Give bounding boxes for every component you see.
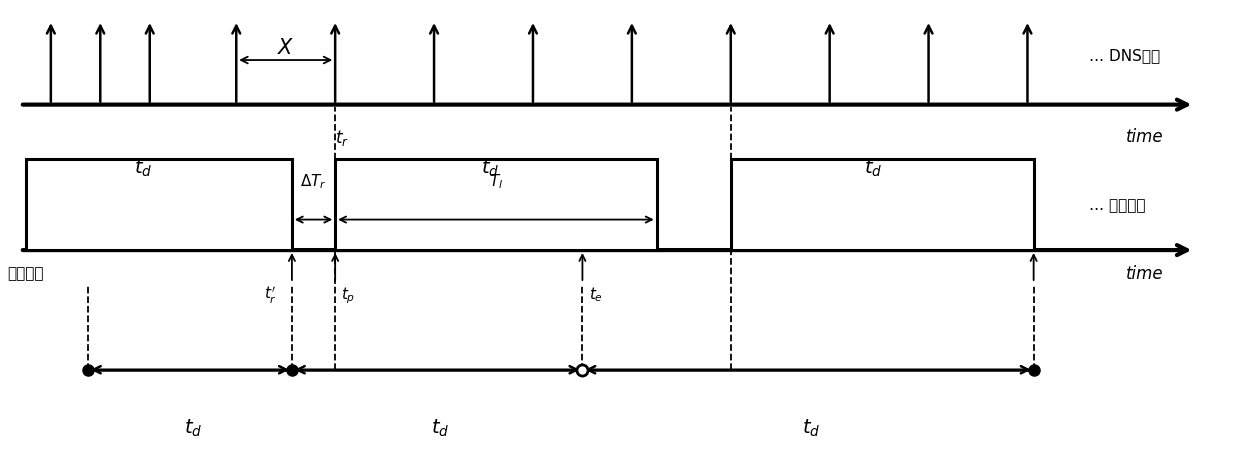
Text: $t_d$: $t_d$ <box>431 418 450 439</box>
Text: $t_r'$: $t_r'$ <box>264 285 278 306</box>
Text: $t_d$: $t_d$ <box>864 157 882 178</box>
Text: 缓存探测: 缓存探测 <box>7 266 45 281</box>
Bar <box>731 159 1033 250</box>
Text: $T_l$: $T_l$ <box>488 173 503 192</box>
Text: $t_d$: $t_d$ <box>183 418 202 439</box>
Text: $t_d$: $t_d$ <box>802 418 820 439</box>
Bar <box>336 159 657 250</box>
Text: time: time <box>1126 264 1163 283</box>
Text: $t_d$: $t_d$ <box>481 157 499 178</box>
Text: … 缓存状态: … 缓存状态 <box>1089 198 1146 213</box>
Text: $t_e$: $t_e$ <box>589 285 602 304</box>
Text: $\Delta T_r$: $\Delta T_r$ <box>300 173 327 192</box>
Bar <box>26 159 292 250</box>
Text: $t_d$: $t_d$ <box>134 157 152 178</box>
Text: $X$: $X$ <box>278 38 295 59</box>
Text: … DNS请求: … DNS请求 <box>1089 48 1161 63</box>
Text: $t_p$: $t_p$ <box>342 285 356 306</box>
Text: $t_r$: $t_r$ <box>336 128 349 148</box>
Text: time: time <box>1126 128 1163 146</box>
